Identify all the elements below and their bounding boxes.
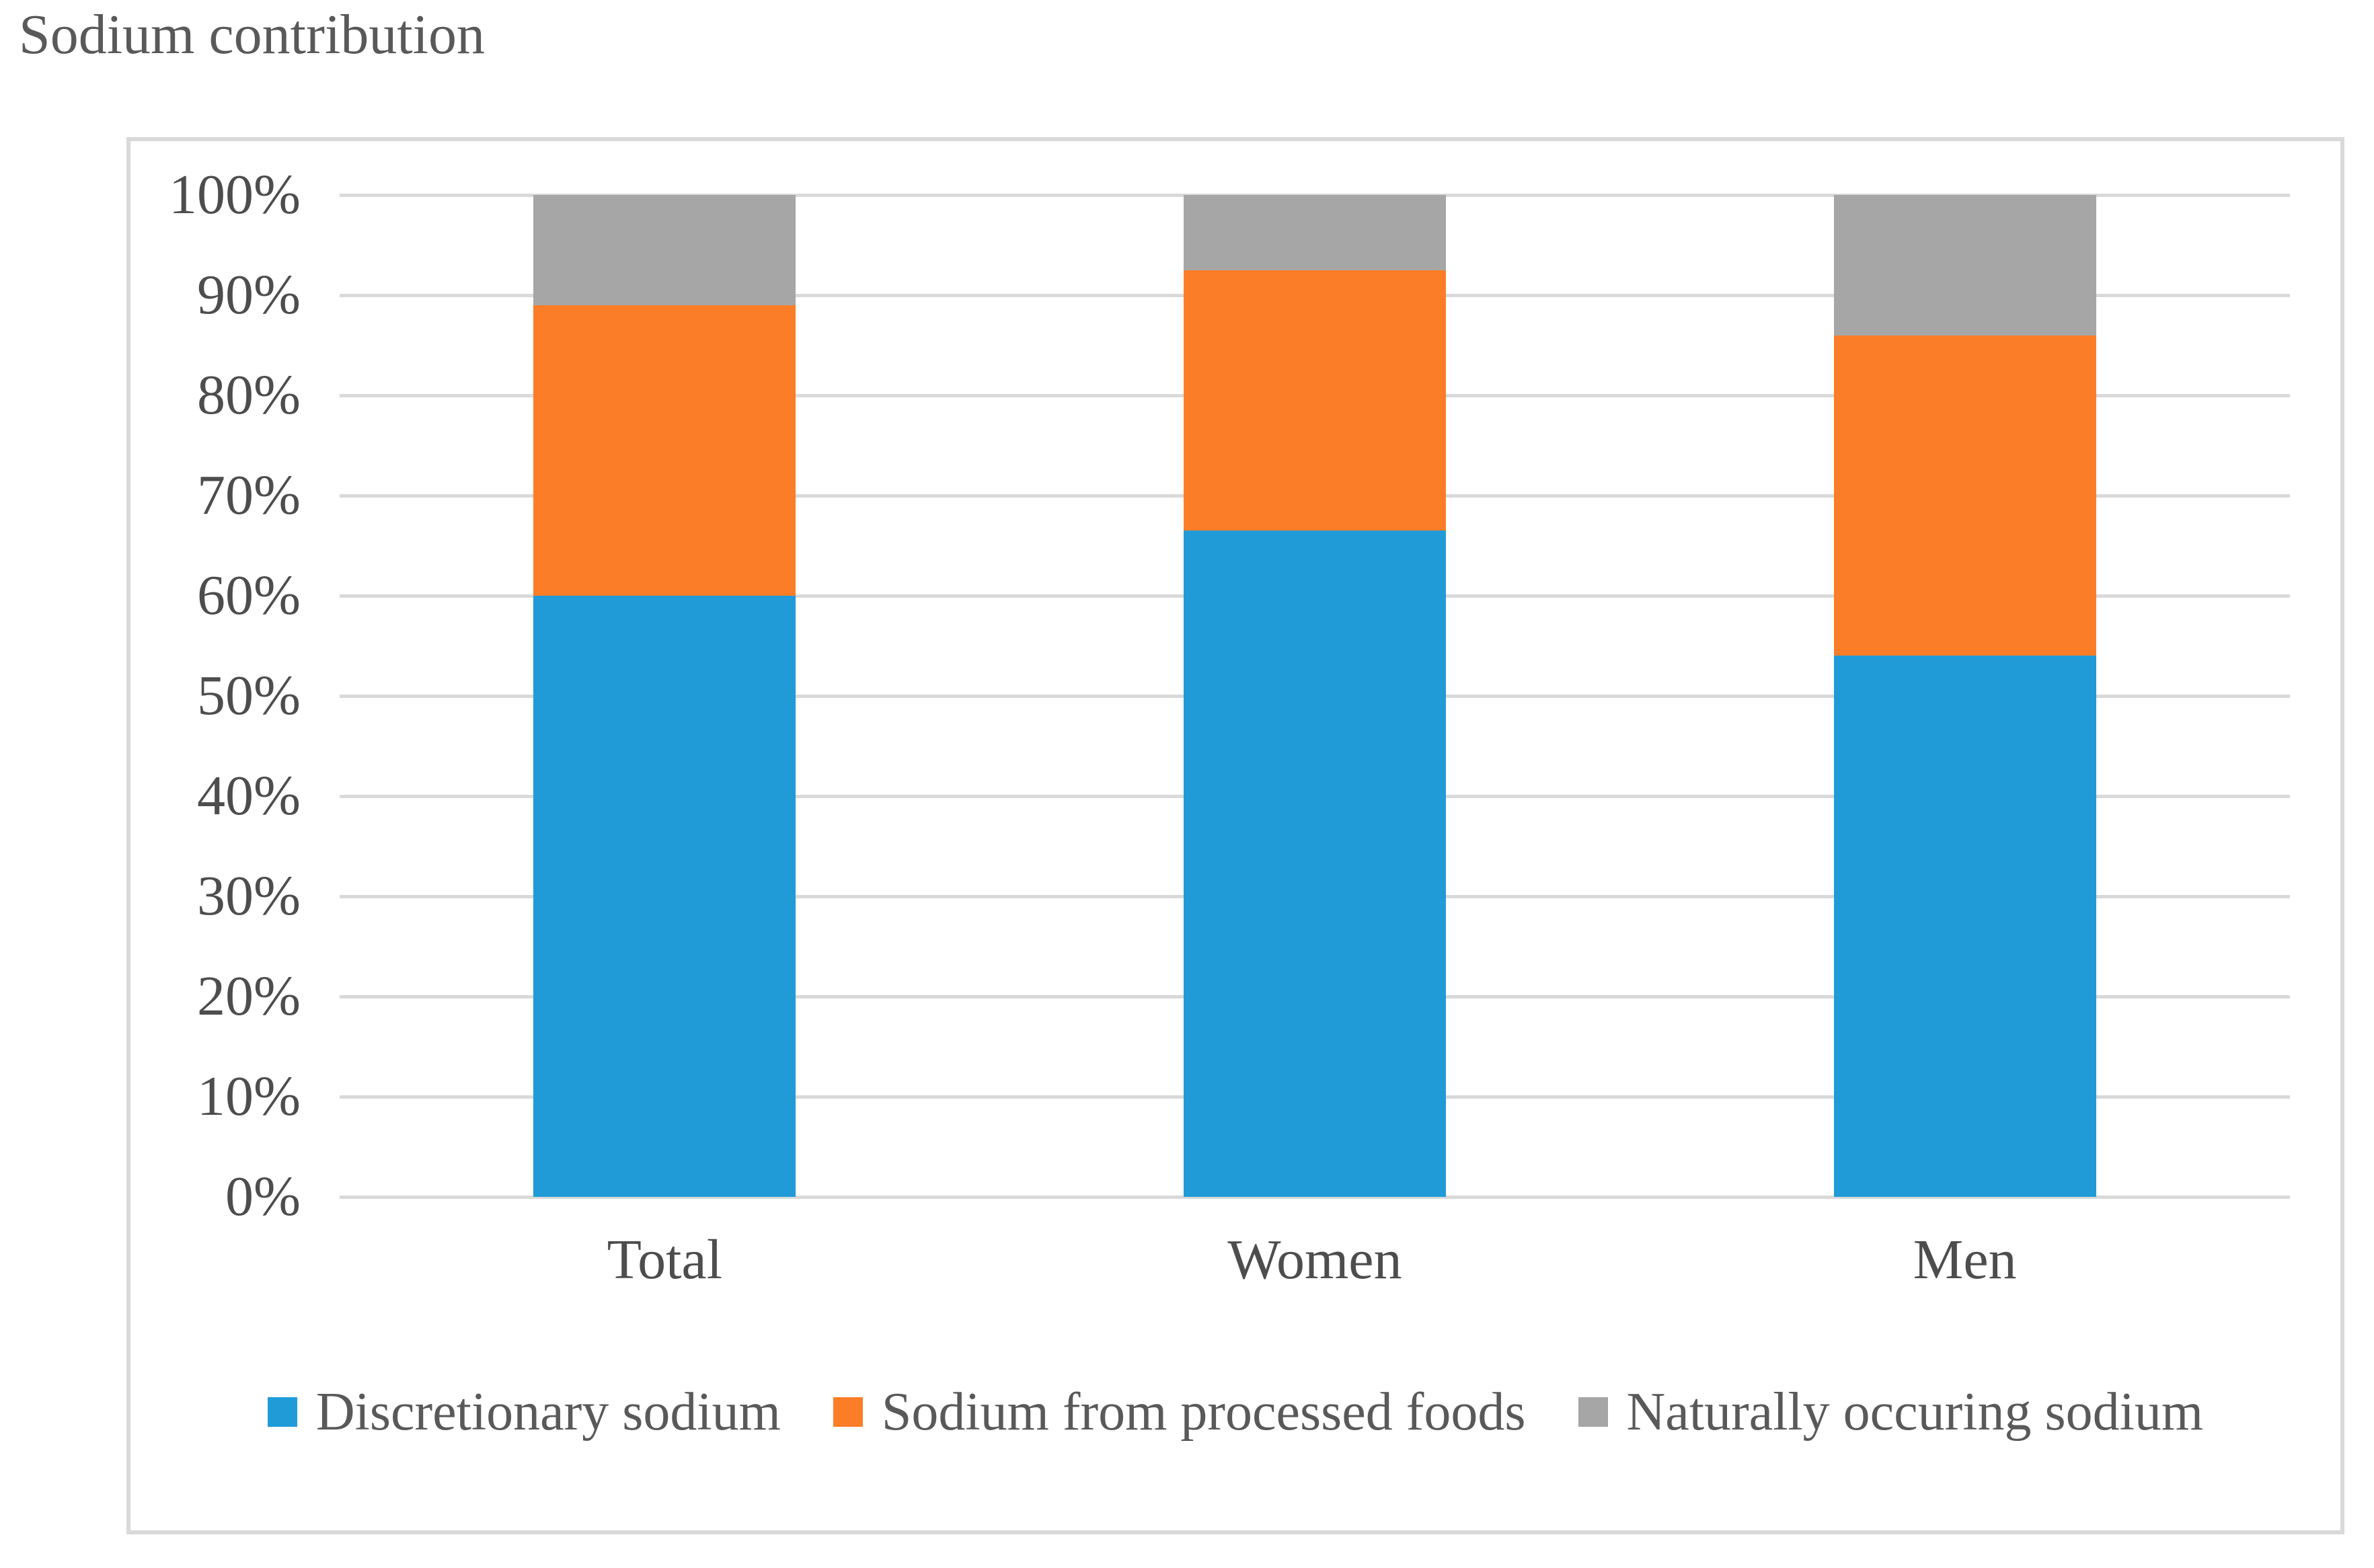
bar-segment-discretionary-sodium	[533, 596, 796, 1197]
legend-item-naturally-occuring-sodium: Naturally occuring sodium	[1578, 1375, 2204, 1449]
bar-segment-naturally-occuring-sodium	[1184, 195, 1446, 270]
y-axis-tick-label: 30%	[197, 865, 301, 927]
plot-area	[340, 194, 2290, 1199]
chart-title: Sodium contribution	[19, 3, 485, 66]
bar-men	[1833, 195, 2096, 1197]
legend-label: Sodium from processed foods	[881, 1382, 1526, 1442]
bar-segment-sodium-from-processed-foods	[533, 305, 796, 596]
bar-total	[533, 195, 796, 1197]
legend-label: Discretionary sodium	[315, 1382, 781, 1442]
y-axis-tick-label: 70%	[197, 464, 301, 526]
bar-segment-discretionary-sodium	[1184, 531, 1446, 1197]
x-axis-category-label: Men	[1913, 1228, 2017, 1291]
y-axis-tick-label: 20%	[197, 965, 301, 1027]
bar-segment-discretionary-sodium	[1833, 656, 2096, 1197]
legend-swatch-naturally-occuring-sodium	[1578, 1397, 1608, 1427]
gridline	[340, 1195, 2290, 1199]
legend-item-sodium-from-processed-foods: Sodium from processed foods	[833, 1375, 1526, 1449]
legend-swatch-discretionary-sodium	[267, 1397, 297, 1427]
bar-segment-naturally-occuring-sodium	[533, 195, 796, 305]
legend-item-discretionary-sodium: Discretionary sodium	[267, 1375, 781, 1449]
y-axis-tick-label: 60%	[197, 564, 301, 627]
y-axis-tick-label: 10%	[197, 1065, 301, 1128]
chart-area: 0% 10% 20% 30% 40% 50% 60% 70% 80% 90% 100% Total W…	[126, 137, 2344, 1534]
y-axis-tick-label: 0%	[225, 1165, 301, 1228]
legend: Discretionary sodium Sodium from processe…	[130, 1375, 2340, 1449]
y-axis-tick-label: 90%	[197, 264, 301, 326]
bar-segment-sodium-from-processed-foods	[1833, 335, 2096, 656]
legend-swatch-sodium-from-processed-foods	[833, 1397, 863, 1427]
x-axis-category-label: Women	[1227, 1228, 1402, 1291]
bar-women	[1184, 195, 1446, 1197]
y-axis-tick-label: 80%	[197, 364, 301, 426]
y-axis-tick-label: 100%	[169, 163, 301, 226]
bar-segment-naturally-occuring-sodium	[1833, 195, 2096, 336]
bar-segment-sodium-from-processed-foods	[1184, 270, 1446, 531]
x-axis-category-label: Total	[607, 1228, 723, 1291]
legend-label: Naturally occuring sodium	[1626, 1382, 2204, 1442]
y-axis-tick-label: 50%	[197, 664, 301, 727]
y-axis-tick-label: 40%	[197, 765, 301, 827]
